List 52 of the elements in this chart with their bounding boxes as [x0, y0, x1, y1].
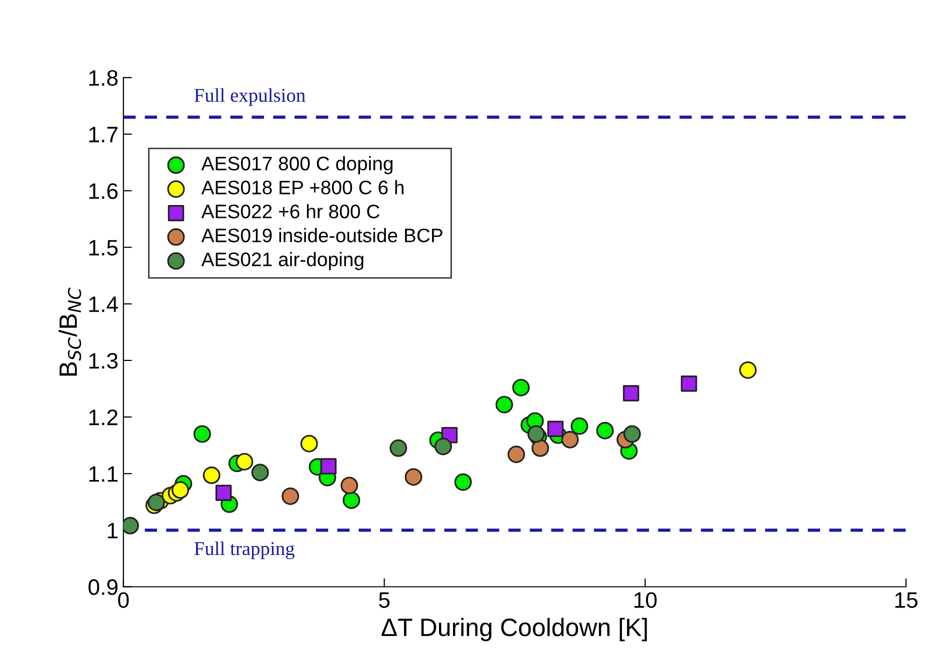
x-axis-title: ΔT During Cooldown [K]: [382, 618, 647, 642]
point: [282, 487, 300, 505]
y-axis-title: B$_{SC}$/B$_{NC}$: [58, 288, 82, 376]
point: [342, 491, 360, 509]
y-tick-label: 1.5: [89, 240, 118, 256]
point: [561, 430, 579, 448]
point: [532, 439, 550, 457]
point: [236, 452, 254, 470]
y-tick-label: 1.3: [89, 352, 118, 369]
x-tick-label: 10: [634, 592, 657, 608]
point: [193, 425, 211, 443]
x-tick-label: 0: [118, 592, 129, 608]
point: [547, 420, 564, 438]
point: [340, 476, 358, 494]
ref-line-label: Full trapping: [194, 541, 294, 560]
point: [508, 446, 526, 464]
point: [454, 473, 472, 491]
x-tick-label: 15: [895, 592, 918, 608]
point: [739, 361, 757, 379]
y-tick-label: 1.8: [89, 70, 118, 86]
y-tick-label: 1.1: [89, 466, 118, 482]
point: [404, 468, 422, 486]
legend-label: AES022 +6 hr 800 C: [201, 204, 380, 218]
ref-line-label: Full expulsion: [194, 88, 306, 106]
x-tick-label: 5: [378, 592, 390, 608]
point: [434, 438, 452, 456]
y-tick-label: 1.4: [89, 296, 118, 312]
point: [251, 464, 269, 482]
legend-label: AES018 EP +800 C 6 h: [201, 180, 404, 194]
point: [570, 417, 588, 435]
point: [680, 376, 698, 392]
y-tick-label: 1.6: [89, 183, 118, 199]
point: [320, 458, 337, 474]
y-tick-label: 1.2: [89, 410, 118, 426]
point: [512, 378, 530, 396]
point: [202, 466, 220, 484]
point: [148, 494, 166, 512]
y-tick-label: 1.7: [89, 126, 118, 142]
point: [496, 396, 514, 414]
point: [215, 484, 232, 501]
legend-label: AES017 800 C doping: [201, 156, 392, 174]
point: [390, 439, 408, 457]
point: [300, 434, 318, 452]
point: [623, 425, 641, 443]
point: [622, 385, 640, 402]
point: [527, 425, 545, 443]
y-tick-label: 0.9: [88, 579, 118, 596]
point: [596, 422, 614, 440]
legend-label: AES021 air-doping: [201, 252, 364, 270]
point: [172, 481, 190, 499]
y-tick-label: 1: [108, 522, 118, 538]
legend-label: AES019 inside-outside BCP: [201, 228, 442, 242]
